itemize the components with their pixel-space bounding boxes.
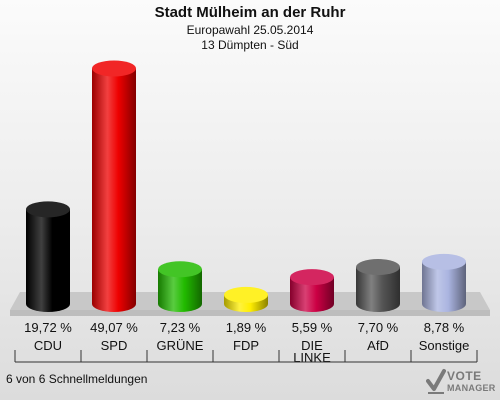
value-label: 49,07 % xyxy=(90,320,138,335)
bar-body xyxy=(26,209,70,312)
bar-4 xyxy=(290,269,334,312)
bar-1 xyxy=(92,60,136,313)
value-label: 5,59 % xyxy=(292,320,333,335)
checkmark-icon xyxy=(426,369,446,394)
bar-top xyxy=(356,259,400,276)
chart-subtitle: Europawahl 25.05.2014 xyxy=(186,23,314,37)
category-label: FDP xyxy=(233,338,259,353)
bar-body xyxy=(290,277,334,312)
value-label: 8,78 % xyxy=(424,320,465,335)
bar-top xyxy=(422,253,466,270)
bar-top xyxy=(224,286,268,303)
vote-manager-logo: VOTE MANAGER xyxy=(426,366,498,398)
value-label: 1,89 % xyxy=(226,320,267,335)
bar-top xyxy=(92,60,136,77)
bar-2 xyxy=(158,261,202,312)
category-label: SPD xyxy=(101,338,128,353)
brand-text-vote: VOTE xyxy=(447,369,482,383)
bar-0 xyxy=(26,201,70,312)
bar-3 xyxy=(224,286,268,312)
bar-body xyxy=(92,68,136,313)
value-label: 19,72 % xyxy=(24,320,72,335)
bar-body xyxy=(422,261,466,312)
chart-title: Stadt Mülheim an der Ruhr xyxy=(154,4,346,21)
value-label: 7,23 % xyxy=(160,320,201,335)
bar-top xyxy=(158,261,202,278)
bar-5 xyxy=(356,259,400,312)
category-label: CDU xyxy=(34,338,62,353)
bar-body xyxy=(356,267,400,312)
value-label: 7,70 % xyxy=(358,320,399,335)
bar-top xyxy=(290,269,334,286)
category-label: GRÜNE xyxy=(157,338,204,353)
category-label: Sonstige xyxy=(419,338,470,353)
brand-text-manager: MANAGER xyxy=(447,383,496,393)
category-label: AfD xyxy=(367,338,389,353)
district-label: 13 Dümpten - Süd xyxy=(201,38,299,52)
chart-floor-edge xyxy=(10,310,490,316)
category-label: DIE LINKE xyxy=(293,338,331,365)
bar-top xyxy=(26,201,70,218)
bar-6 xyxy=(422,253,466,312)
footer-note: 6 von 6 Schnellmeldungen xyxy=(6,372,148,386)
bar-body xyxy=(158,269,202,312)
